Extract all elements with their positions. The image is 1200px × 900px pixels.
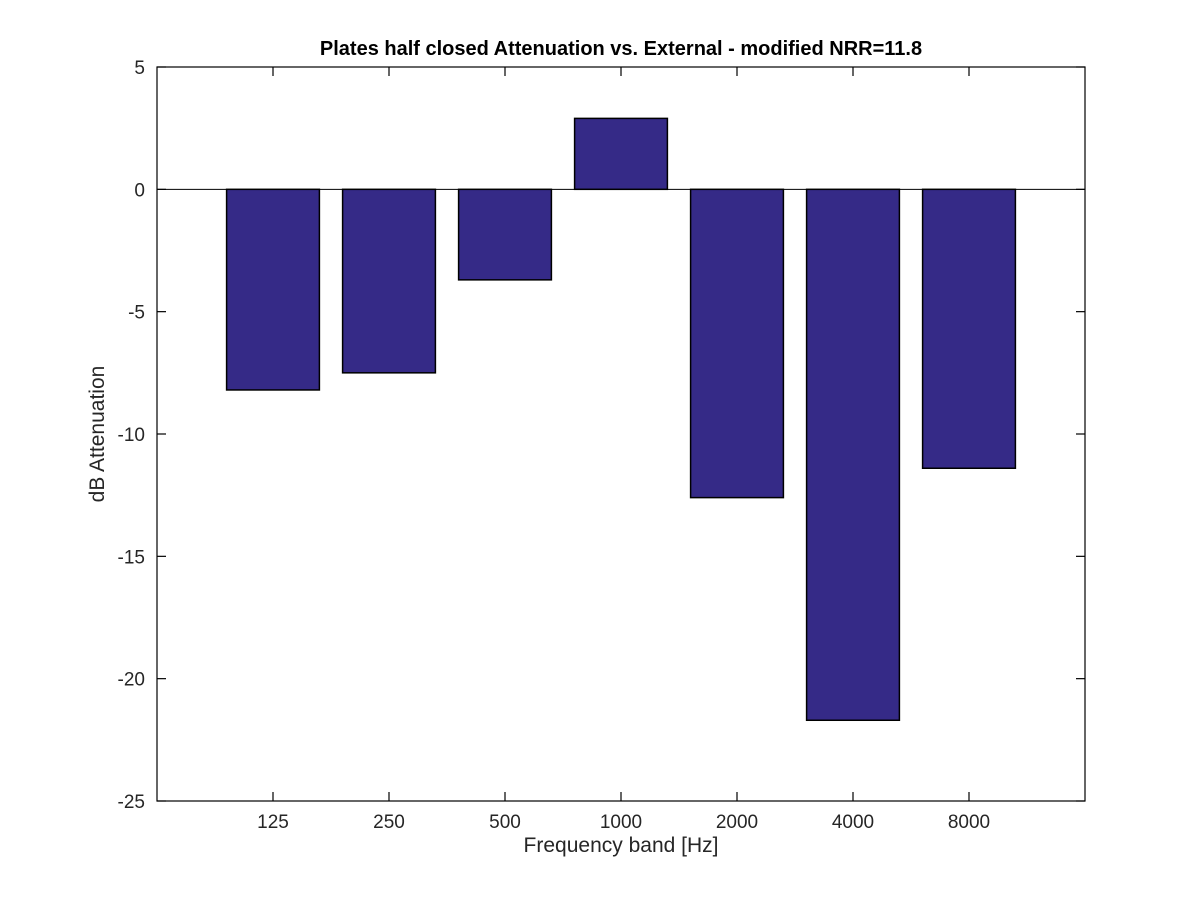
bar-1000	[573, 117, 669, 191]
bar-8000	[921, 188, 1017, 470]
x-tick-label: 4000	[832, 812, 874, 833]
y-tick-label: 0	[134, 180, 145, 201]
chart-title: Plates half closed Attenuation vs. Exter…	[320, 38, 922, 60]
bar-250	[341, 188, 437, 374]
x-tick-label: 8000	[948, 812, 990, 833]
x-tick-label: 1000	[600, 812, 642, 833]
bar-500	[457, 188, 553, 281]
bars-group	[225, 117, 1017, 722]
y-tick-label: 5	[134, 58, 145, 79]
y-tick-label: -10	[118, 425, 145, 446]
y-tick-label: -25	[118, 792, 145, 813]
y-tick-label: -5	[128, 303, 145, 324]
x-axis-label: Frequency band [Hz]	[524, 834, 719, 857]
x-tick-label: 125	[257, 812, 289, 833]
bar-4000	[805, 188, 901, 722]
y-tick-label: -20	[118, 670, 145, 691]
y-tick-label: -15	[118, 547, 145, 568]
bar-125	[225, 188, 321, 391]
y-axis-label: dB Attenuation	[86, 366, 109, 503]
y-tick-labels: 5 0 -5 -10 -15 -20 -25	[118, 58, 145, 813]
x-tick-label: 250	[373, 812, 405, 833]
axes-box	[156, 66, 1086, 802]
x-tick-label: 500	[489, 812, 521, 833]
x-tick-labels: 125 250 500 1000 2000 4000 8000	[257, 812, 990, 833]
x-tick-label: 2000	[716, 812, 758, 833]
bar-2000	[689, 188, 785, 499]
